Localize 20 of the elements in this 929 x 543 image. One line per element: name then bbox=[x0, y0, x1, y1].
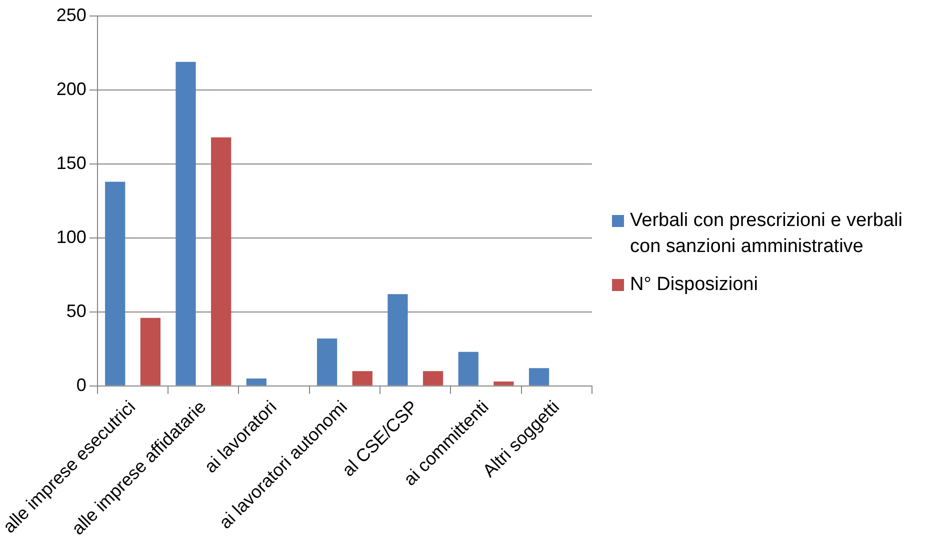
bar bbox=[105, 182, 126, 386]
y-tick-label: 0 bbox=[76, 374, 86, 395]
bar bbox=[494, 381, 514, 386]
bar bbox=[458, 352, 478, 386]
bar bbox=[211, 137, 232, 386]
y-tick-label: 50 bbox=[66, 300, 86, 321]
bar bbox=[422, 371, 444, 386]
bar bbox=[316, 338, 338, 386]
y-tick-label: 250 bbox=[56, 4, 86, 25]
legend-label: Verbali con prescrizioni e verbali con sanzioni amministrative bbox=[630, 209, 904, 259]
bar bbox=[388, 294, 408, 386]
bar bbox=[140, 318, 160, 386]
y-tick-label: 100 bbox=[56, 226, 86, 247]
bar bbox=[352, 371, 372, 386]
y-tick-label: 200 bbox=[56, 78, 86, 99]
y-tick-label: 150 bbox=[56, 152, 86, 173]
bar bbox=[528, 368, 550, 386]
bar bbox=[246, 378, 266, 386]
bar bbox=[176, 62, 196, 386]
legend-label: N° Disposizioni bbox=[630, 273, 758, 297]
